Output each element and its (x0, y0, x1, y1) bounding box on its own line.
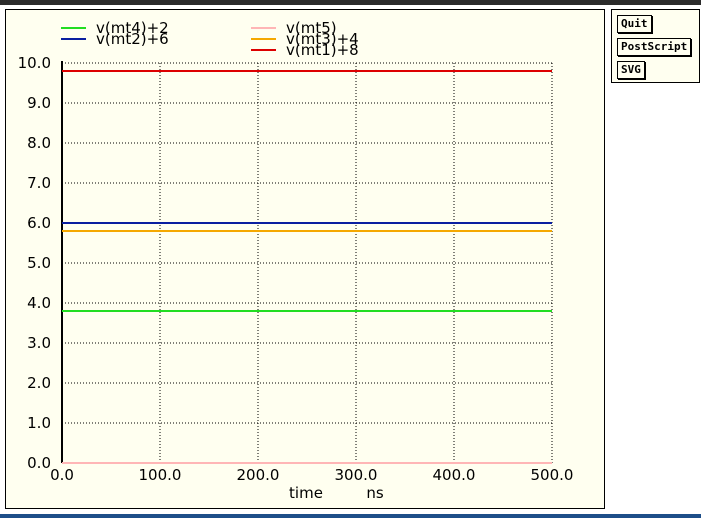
x-tick-label: 0.0 (50, 466, 74, 484)
series-lines (62, 70, 552, 464)
legend-label: v(mt2)+6 (96, 30, 169, 48)
postscript-button[interactable]: PostScript (617, 38, 692, 56)
x-tick-label: 100.0 (139, 466, 182, 484)
y-tick-label: 4.0 (27, 294, 51, 312)
x-axis-label: time (289, 484, 323, 502)
button-panel: Quit PostScript SVG (611, 9, 700, 83)
x-tick-label: 200.0 (237, 466, 280, 484)
y-tick-label: 1.0 (27, 414, 51, 432)
legend-label: v(mt5) (286, 19, 337, 37)
y-tick-label: 7.0 (27, 174, 51, 192)
svg-button[interactable]: SVG (617, 61, 645, 79)
x-axis-unit: ns (366, 484, 384, 502)
window-top-strip (0, 0, 701, 5)
tick-labels: 0.0 100.0 200.0 300.0 400.0 500.0 0.0 1.0 2.0 3.0… (18, 54, 574, 484)
y-tick-label: 10.0 (18, 54, 51, 72)
plot-panel: v(mt4)+2 v(mt2)+6 v(mt5) v(mt3)+4 v(mt1)+8 0… (5, 9, 605, 509)
y-tick-label: 9.0 (27, 94, 51, 112)
quit-button[interactable]: Quit (617, 15, 652, 33)
window-bottom-strip (0, 514, 701, 518)
y-tick-label: 5.0 (27, 254, 51, 272)
grid (62, 62, 553, 463)
plot-area: v(mt4)+2v(mt2)+6 v(mt5)v(mt3)+4v(mt1)+8 0… (18, 19, 574, 502)
x-tick-label: 400.0 (433, 466, 476, 484)
legend-label: v(mt4)+2 (96, 19, 169, 37)
y-tick-label: 8.0 (27, 134, 51, 152)
y-tick-label: 0.0 (27, 454, 51, 472)
legend-label: v(mt3)+4 (286, 30, 359, 48)
legend-label: v(mt1)+8 (286, 41, 359, 59)
x-tick-label: 300.0 (335, 466, 378, 484)
y-tick-label: 6.0 (27, 214, 51, 232)
x-tick-label: 500.0 (531, 466, 574, 484)
y-tick-label: 3.0 (27, 334, 51, 352)
legend: v(mt4)+2v(mt2)+6 v(mt5)v(mt3)+4v(mt1)+8 (61, 19, 359, 59)
y-tick-label: 2.0 (27, 374, 51, 392)
